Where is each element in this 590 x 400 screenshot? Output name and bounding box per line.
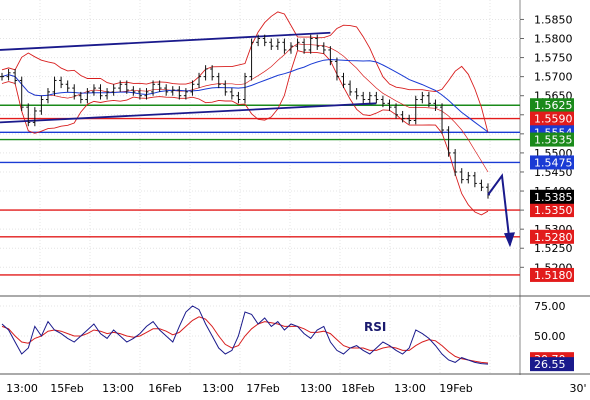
time-tick-label: 17Feb (246, 382, 279, 395)
current-price-badge-text: 1.5385 (534, 191, 573, 204)
level-badges: 1.56251.55901.55541.55351.54751.53501.52… (530, 98, 574, 372)
current-price-badge (530, 189, 574, 204)
rsi-current-badge (530, 357, 574, 372)
upper-band (1, 11, 489, 133)
price-tick-label: 1.5850 (534, 13, 573, 26)
level-badge (530, 203, 574, 218)
time-tick-label: 13:00 (394, 382, 426, 395)
rsi-label: RSI (364, 320, 386, 334)
time-tick-label: 18Feb (341, 382, 374, 395)
price-tick-label: 1.5750 (534, 52, 573, 65)
level-badge (530, 132, 574, 147)
price-series (0, 34, 490, 199)
time-tick-label: 30' (569, 382, 586, 395)
time-tick-label: 13:00 (300, 382, 332, 395)
time-tick-label: 19Feb (439, 382, 472, 395)
projection-arrow (487, 173, 515, 248)
level-badge-text: 1.5590 (534, 113, 573, 126)
level-badge (530, 111, 574, 126)
level-badge-text: 1.5625 (534, 99, 573, 112)
level-badge-text: 1.5280 (534, 231, 573, 244)
rsi-tick-label: 75.00 (534, 300, 566, 313)
level-badge (530, 98, 574, 113)
level-badge (530, 229, 574, 244)
level-lines (0, 104, 520, 276)
time-tick-label: 13:00 (6, 382, 38, 395)
level-badge (530, 267, 574, 282)
time-axis: 13:00 15Feb 13:00 16Feb 13:00 17Feb 13:00 18Feb… (6, 382, 586, 395)
level-badge (530, 155, 574, 170)
level-badge-text: 1.5475 (534, 156, 573, 169)
grid (0, 0, 590, 375)
lower-band (1, 50, 489, 216)
level-badge-text: 1.5535 (534, 134, 573, 147)
projection-line (487, 173, 511, 246)
trend-lines (0, 31, 377, 124)
price-tick-label: 1.5800 (534, 33, 573, 46)
time-tick-label: 13:00 (102, 382, 134, 395)
rsi-panel: RSI (1, 305, 489, 365)
price-tick-label: 1.5250 (534, 242, 573, 255)
time-tick-label: 13:00 (202, 382, 234, 395)
channel-bottom-line (0, 102, 377, 124)
projection-arrowhead (504, 232, 515, 248)
time-tick-label: 16Feb (148, 382, 181, 395)
time-tick-label: 15Feb (50, 382, 83, 395)
level-badge-text: 1.5180 (534, 269, 573, 282)
rsi-tick-label: 50.00 (534, 330, 566, 343)
price-tick-label: 1.5700 (534, 71, 573, 84)
channel-top-line (0, 31, 331, 51)
rsi-line (1, 305, 489, 365)
level-badge-text: 1.5350 (534, 204, 573, 217)
rsi-current-badge-text: 26.55 (534, 358, 566, 371)
